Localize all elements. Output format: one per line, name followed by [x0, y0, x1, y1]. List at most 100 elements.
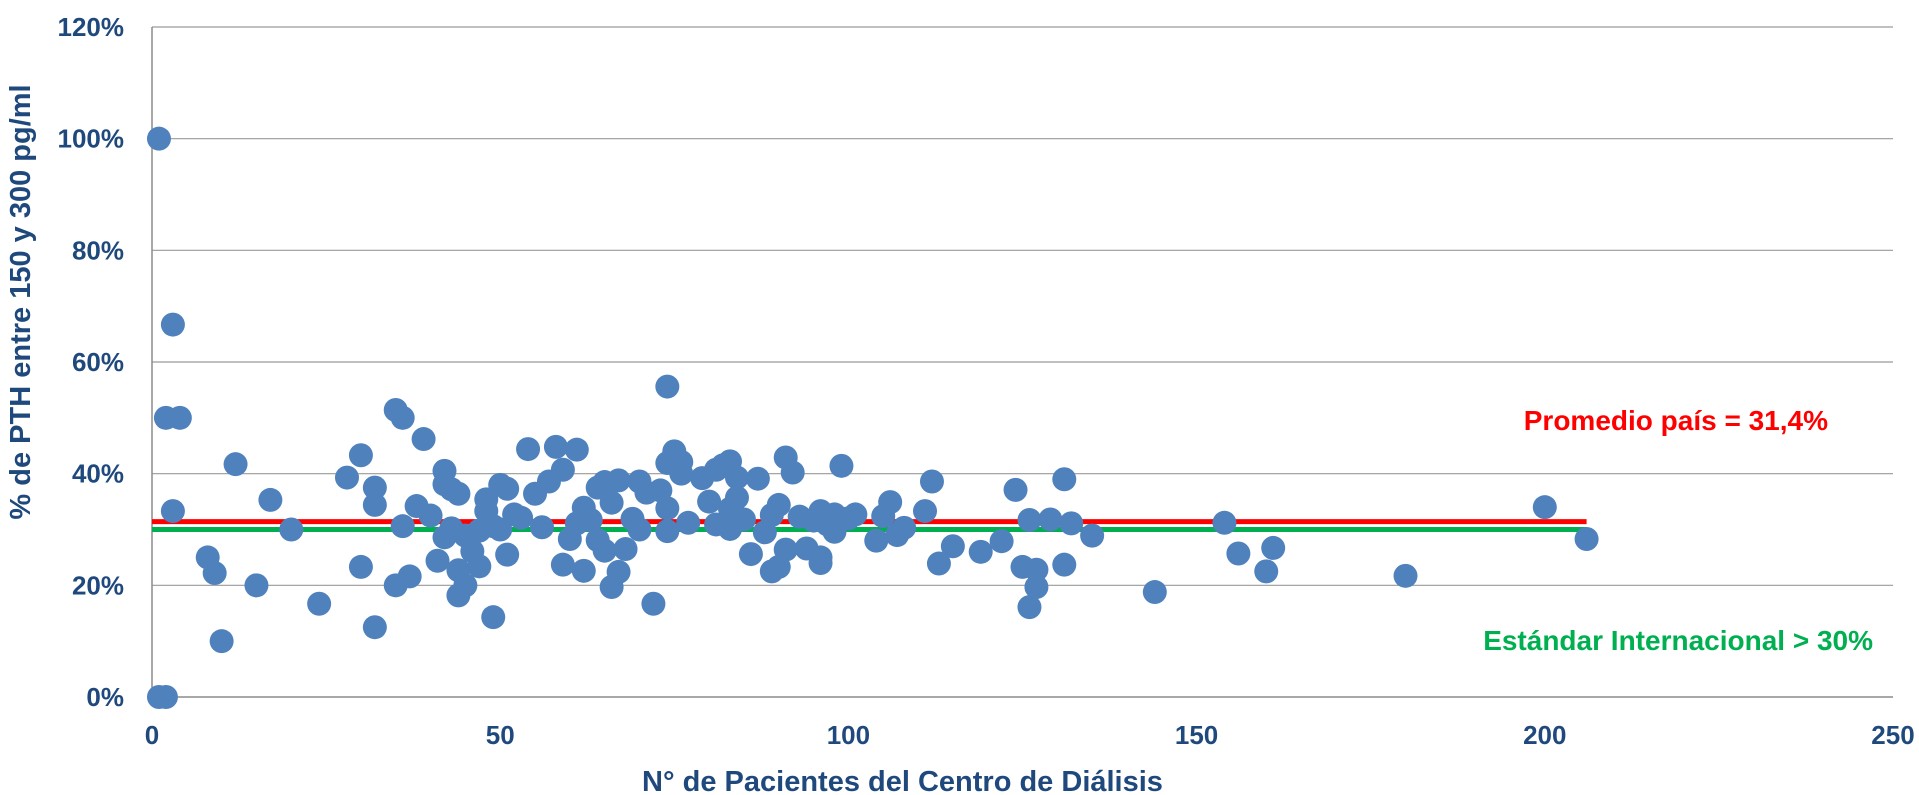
annotations: Promedio país = 31,4% Estándar Internacio… — [1483, 405, 1873, 656]
data-point — [926, 551, 951, 576]
data-point — [348, 443, 373, 468]
data-points — [146, 126, 1599, 709]
data-point — [1017, 595, 1042, 620]
data-point — [550, 552, 575, 577]
data-point — [390, 405, 415, 430]
data-point — [913, 499, 938, 524]
data-point — [745, 466, 770, 491]
data-point — [1261, 535, 1286, 560]
data-point — [543, 434, 568, 459]
data-point — [578, 508, 603, 533]
data-point — [592, 538, 617, 563]
data-point — [829, 453, 854, 478]
data-point — [1142, 580, 1167, 605]
data-point — [919, 469, 944, 494]
data-point — [676, 510, 701, 535]
annotation-country-average: Promedio país = 31,4% — [1524, 405, 1828, 436]
data-point — [627, 517, 652, 542]
data-point — [160, 312, 185, 337]
data-point — [1003, 477, 1028, 502]
y-tick-label: 120% — [58, 12, 125, 42]
data-point — [1017, 508, 1042, 533]
data-point — [467, 554, 492, 579]
x-tick-label: 100 — [827, 720, 870, 750]
data-point — [1254, 559, 1279, 584]
data-point — [307, 591, 332, 616]
data-point — [724, 485, 749, 510]
data-point — [529, 515, 554, 540]
data-point — [697, 489, 722, 514]
data-point — [411, 427, 436, 452]
data-point — [989, 529, 1014, 554]
data-point — [1574, 526, 1599, 551]
data-point — [571, 558, 596, 583]
data-point — [223, 452, 248, 477]
data-point — [892, 515, 917, 540]
data-point — [1024, 575, 1049, 600]
x-tick-label: 250 — [1871, 720, 1914, 750]
y-tick-label: 100% — [58, 124, 125, 154]
data-point — [1052, 467, 1077, 492]
data-point — [209, 629, 234, 654]
data-point — [334, 465, 359, 490]
data-point — [453, 573, 478, 598]
data-point — [418, 503, 443, 528]
data-point — [495, 542, 520, 567]
data-point — [348, 554, 373, 579]
data-point — [362, 492, 387, 517]
data-point — [244, 573, 269, 598]
x-tick-label: 50 — [486, 720, 515, 750]
data-point — [843, 502, 868, 527]
data-point — [1024, 557, 1049, 582]
data-point — [509, 505, 534, 530]
y-tick-label: 60% — [72, 347, 124, 377]
data-point — [1080, 523, 1105, 548]
data-point — [606, 468, 631, 493]
tick-labels: 0% 20% 40% 60% 80% 100% 120% 0 50 100 150 200 250 — [58, 12, 1915, 750]
data-point — [655, 496, 680, 521]
data-point — [738, 542, 763, 567]
data-point — [146, 126, 171, 151]
data-point — [202, 561, 227, 586]
data-point — [766, 492, 791, 517]
data-point — [153, 685, 178, 709]
data-point — [780, 460, 805, 485]
y-tick-label: 20% — [72, 570, 124, 600]
data-point — [731, 507, 756, 532]
x-tick-label: 150 — [1175, 720, 1218, 750]
data-point — [968, 539, 993, 564]
data-point — [564, 437, 589, 462]
x-tick-label: 0 — [145, 720, 159, 750]
data-point — [878, 490, 903, 515]
data-point — [550, 457, 575, 482]
data-point — [1393, 563, 1418, 588]
data-point — [724, 465, 749, 490]
data-point — [1059, 511, 1084, 536]
data-point — [599, 490, 624, 515]
data-point — [481, 605, 506, 630]
data-point — [167, 405, 192, 430]
data-point — [808, 551, 833, 575]
data-point — [425, 548, 450, 573]
data-point — [655, 519, 680, 544]
x-axis-title: N° de Pacientes del Centro de Diálisis — [642, 766, 1163, 795]
y-tick-label: 40% — [72, 459, 124, 489]
y-tick-label: 0% — [86, 682, 124, 712]
data-point — [362, 475, 387, 500]
data-point — [446, 481, 471, 506]
y-tick-label: 80% — [72, 235, 124, 265]
data-point — [606, 559, 631, 584]
x-tick-label: 200 — [1523, 720, 1566, 750]
data-point — [279, 517, 304, 542]
data-point — [940, 534, 965, 559]
data-point — [655, 374, 680, 399]
data-point — [1038, 507, 1063, 532]
data-point — [1226, 541, 1251, 566]
y-axis-title: % de PTH entre 150 y 300 pg/ml — [5, 84, 37, 519]
data-point — [1052, 552, 1077, 577]
reference-lines — [152, 519, 1587, 532]
data-point — [160, 499, 185, 524]
data-point — [669, 449, 694, 474]
data-point — [613, 537, 638, 562]
